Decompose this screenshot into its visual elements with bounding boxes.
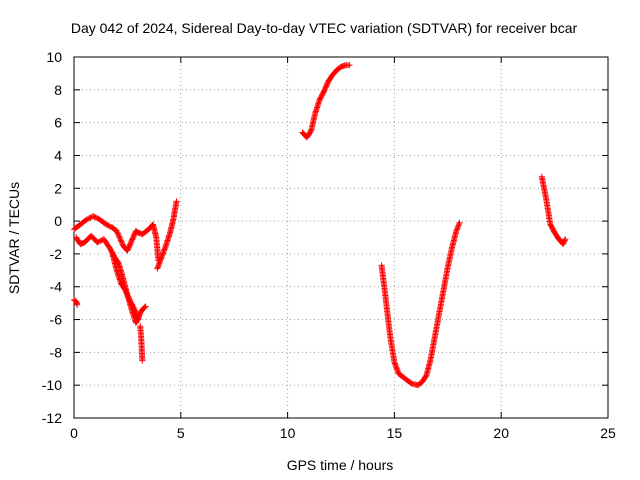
y-tick-label: -4 (50, 279, 63, 295)
series-pass-1e (137, 323, 146, 364)
y-tick-label: 10 (46, 49, 62, 65)
data-point (453, 227, 460, 234)
x-tick-label: 0 (70, 425, 78, 441)
data-point (453, 226, 460, 233)
series-pass-4 (538, 173, 569, 248)
data-point (91, 213, 98, 220)
data-point (114, 229, 121, 236)
x-tick-label: 20 (493, 425, 509, 441)
y-tick-label: 2 (54, 180, 62, 196)
data-point (92, 214, 99, 221)
series-pass-1b (71, 213, 162, 264)
data-point (456, 219, 463, 226)
chart-title: Day 042 of 2024, Sidereal Day-to-day VTE… (71, 20, 578, 36)
data-point (86, 215, 93, 222)
data-point (95, 238, 102, 245)
series-pass-2 (299, 62, 353, 141)
data-point (115, 231, 122, 238)
data-point (104, 222, 111, 229)
data-points (71, 62, 569, 389)
x-tick-label: 25 (600, 425, 616, 441)
series-pass-3 (378, 219, 463, 389)
y-tick-label: 8 (54, 82, 62, 98)
x-tick-label: 10 (280, 425, 296, 441)
data-point (87, 214, 94, 221)
data-point (173, 198, 180, 205)
y-axis-label: SDTVAR / TECUs (6, 182, 22, 294)
data-point (142, 303, 149, 310)
y-tick-label: 6 (54, 115, 62, 131)
y-tick-label: -2 (50, 246, 63, 262)
grid (74, 57, 608, 418)
data-point (561, 237, 568, 244)
data-point (114, 230, 121, 237)
data-point (94, 239, 101, 246)
data-point (118, 238, 125, 245)
data-point (456, 221, 463, 228)
data-point (105, 222, 112, 229)
x-axis-label: GPS time / hours (287, 457, 394, 473)
data-point (141, 304, 148, 311)
data-point (562, 236, 569, 243)
x-tick-label: 5 (177, 425, 185, 441)
data-point (455, 222, 462, 229)
data-point (90, 213, 97, 220)
data-point (97, 238, 104, 245)
data-point (135, 314, 142, 321)
data-point (103, 221, 110, 228)
data-point (117, 235, 124, 242)
data-point (94, 215, 101, 222)
axis-ticks: 0 5 10 15 20 25 -12 -10 -8 -6 -4 -2 0 2 4 6 8 10 (42, 49, 616, 441)
data-point (454, 223, 461, 230)
data-point (117, 237, 124, 244)
data-point (454, 225, 461, 232)
data-point (106, 223, 113, 230)
series-pass-1a (71, 296, 81, 308)
series-pass-1f (154, 198, 180, 272)
data-point (74, 301, 81, 308)
data-point (113, 227, 120, 234)
data-point (83, 216, 90, 223)
y-tick-label: -10 (42, 377, 62, 393)
data-point (118, 240, 125, 247)
data-point (139, 357, 146, 364)
y-tick-label: -12 (42, 410, 62, 426)
y-tick-label: 4 (54, 147, 62, 163)
data-point (85, 215, 92, 222)
y-tick-label: -6 (50, 312, 63, 328)
y-tick-label: -8 (50, 344, 63, 360)
x-tick-label: 15 (387, 425, 403, 441)
data-point (116, 233, 123, 240)
y-tick-label: 0 (54, 213, 62, 229)
series-pass-1d (109, 250, 142, 321)
data-point (134, 313, 141, 320)
data-point (346, 62, 353, 69)
data-point (116, 234, 123, 241)
